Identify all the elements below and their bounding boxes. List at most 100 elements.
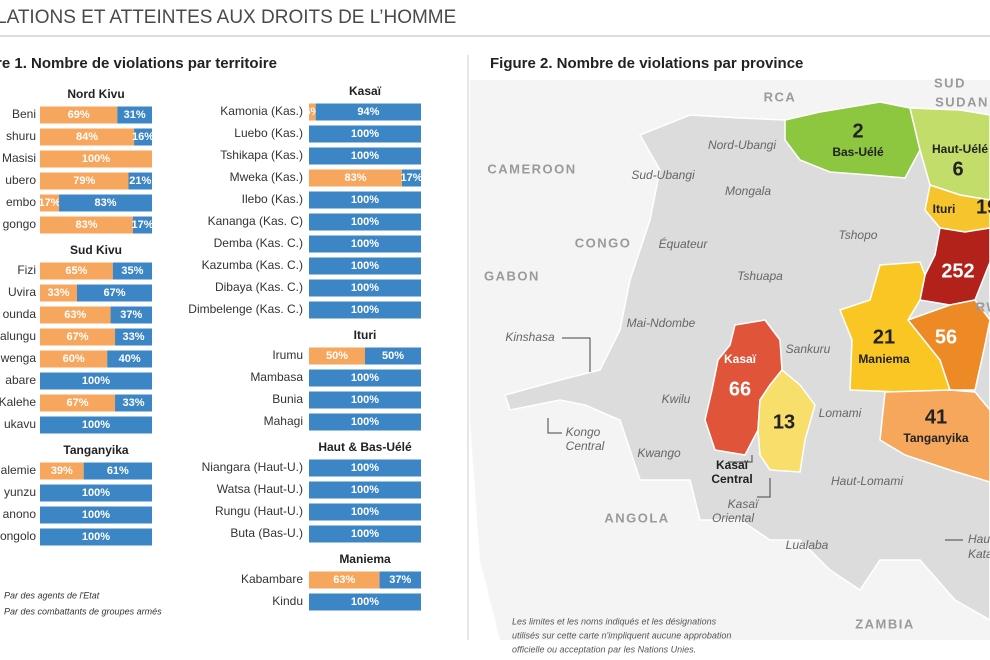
- bar-segment: [40, 416, 152, 434]
- value-label: 17%: [400, 172, 422, 184]
- province-label: Kasaï: [728, 497, 760, 511]
- bar-segment: [40, 484, 152, 502]
- row-label: Rungu (Haut-U.): [215, 504, 303, 518]
- value-label: 100%: [351, 596, 379, 608]
- value-label: 100%: [351, 128, 379, 140]
- bar-segment: [309, 525, 421, 543]
- value-label: 37%: [389, 574, 411, 586]
- legend-entry: Par des combattants de groupes armés: [4, 606, 162, 616]
- bar-segment: [112, 262, 152, 280]
- bar-segment: [309, 103, 316, 121]
- value-label: 61%: [107, 465, 129, 477]
- bar-segment: [128, 172, 152, 190]
- value-label: 100%: [82, 375, 110, 387]
- bar-segment: [309, 571, 380, 589]
- leader-line: [728, 455, 753, 463]
- province-label: Mongala: [725, 184, 771, 198]
- country-label: CAMEROON: [487, 161, 576, 176]
- row-label: ongolo: [0, 529, 36, 543]
- value-label: 100%: [351, 282, 379, 294]
- bar-segment: [115, 328, 152, 346]
- province-label: Kwango: [637, 446, 681, 460]
- bar-segment: [309, 503, 421, 521]
- leader-line: [757, 478, 771, 498]
- bar-segment: [40, 128, 135, 146]
- province-name: Tanganyika: [903, 431, 968, 445]
- province-label: Kinshasa: [505, 330, 555, 344]
- province-name: Haut-Uélé: [932, 142, 988, 156]
- bar-segment: [40, 150, 152, 168]
- bar-segment: [40, 284, 77, 302]
- province-label: Hau: [968, 532, 990, 546]
- value-label: 17%: [131, 219, 153, 231]
- province-value: 19: [976, 196, 990, 218]
- row-label: Irumu: [272, 348, 303, 362]
- bar-segment: [110, 306, 152, 324]
- bar-segment: [309, 257, 421, 275]
- bar-segment: [40, 172, 129, 190]
- province-value: 21: [873, 326, 895, 348]
- province-label: Kwilu: [662, 392, 691, 406]
- value-label: 83%: [344, 172, 366, 184]
- bar-segment: [401, 169, 421, 187]
- row-label: Mahagi: [264, 414, 303, 428]
- row-label: ukavu: [4, 417, 36, 431]
- bar-segment: [132, 216, 152, 234]
- country-label: CONGO: [575, 235, 632, 250]
- value-label: 50%: [326, 350, 348, 362]
- country-label: SUDAN: [935, 94, 989, 109]
- value-label: 100%: [351, 484, 379, 496]
- bar-segment: [40, 462, 84, 480]
- value-label: 100%: [82, 509, 110, 521]
- value-label: 100%: [82, 531, 110, 543]
- bar-segment: [59, 194, 152, 212]
- row-label: Ilebo (Kas.): [242, 192, 303, 206]
- bar-segment: [40, 372, 152, 390]
- value-label: 79%: [73, 175, 95, 187]
- value-label: 16%: [132, 131, 154, 143]
- row-label: Kalehe: [0, 395, 36, 409]
- value-label: 33%: [123, 397, 145, 409]
- row-label: Demba (Kas. C.): [214, 236, 303, 250]
- group-heading: Ituri: [354, 328, 377, 342]
- group-heading: Nord Kivu: [67, 87, 124, 101]
- bar-segment: [76, 284, 152, 302]
- province-name: Kasaï: [724, 352, 757, 366]
- row-label: alungu: [0, 329, 36, 343]
- row-label: yunzu: [4, 485, 36, 499]
- value-label: 84%: [76, 131, 98, 143]
- header-title: LATIONS ET ATTEINTES AUX DROITS DE L’HOM…: [0, 7, 456, 28]
- province-name: Bas-Uélé: [832, 145, 884, 159]
- province-shape: [906, 299, 990, 391]
- row-label: Dibaya (Kas. C.): [215, 280, 303, 294]
- group-heading: Maniema: [339, 552, 391, 566]
- value-label: 100%: [351, 462, 379, 474]
- row-label: Buta (Bas-U.): [230, 526, 303, 540]
- country-label: GABON: [484, 268, 540, 283]
- value-label: 100%: [351, 394, 379, 406]
- map-note: officielle ou acceptation par les Nation…: [512, 644, 696, 654]
- province-value: 56: [935, 326, 957, 348]
- row-label: shuru: [6, 129, 36, 143]
- row-label: ounda: [3, 307, 37, 321]
- value-label: 100%: [351, 238, 379, 250]
- row-label: ubero: [5, 173, 36, 187]
- province-name: Kasaï: [716, 458, 749, 472]
- province-label: Équateur: [659, 236, 709, 251]
- bar-segment: [309, 191, 421, 209]
- leader-line: [547, 418, 562, 434]
- value-label: 67%: [67, 397, 89, 409]
- bar-segment: [309, 213, 421, 231]
- row-label: alemie: [1, 463, 37, 477]
- row-label: Beni: [12, 107, 36, 121]
- value-label: 100%: [351, 506, 379, 518]
- bar-segment: [309, 301, 421, 319]
- province-label: Lualaba: [786, 538, 829, 552]
- province-value: 6: [952, 158, 963, 180]
- bar-segment: [309, 147, 421, 165]
- province-label: Tshopo: [839, 228, 878, 242]
- province-label: Central: [566, 439, 605, 453]
- bar-segment: [40, 306, 111, 324]
- value-label: 60%: [63, 353, 85, 365]
- province-label: Oriental: [712, 511, 754, 525]
